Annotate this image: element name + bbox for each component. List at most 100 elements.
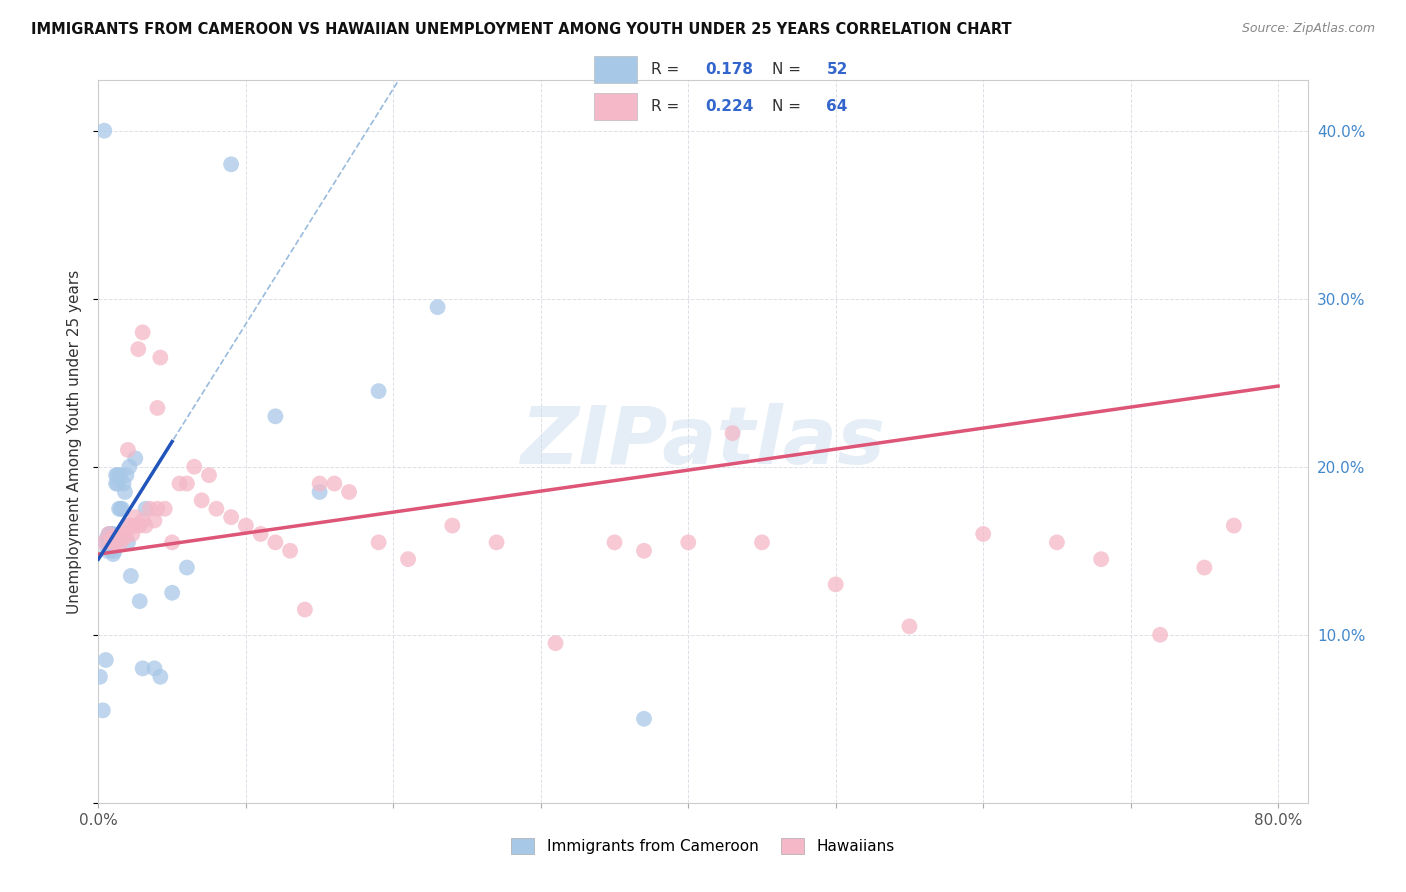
Point <box>98 527 121 541</box>
Point <box>112 527 135 541</box>
Point <box>120 569 142 583</box>
Point <box>105 468 128 483</box>
Point <box>98 535 121 549</box>
Point <box>124 518 146 533</box>
Point <box>100 535 122 549</box>
Point <box>117 518 139 533</box>
Point <box>235 518 257 533</box>
Point <box>426 300 449 314</box>
Point <box>219 510 242 524</box>
Point <box>105 535 128 549</box>
Point <box>972 527 994 541</box>
Legend: Immigrants from Cameroon, Hawaiians: Immigrants from Cameroon, Hawaiians <box>505 832 901 860</box>
Point <box>107 530 129 544</box>
Point <box>97 535 120 549</box>
Point <box>135 501 157 516</box>
Point <box>127 342 149 356</box>
Point <box>100 530 122 544</box>
Point <box>678 535 700 549</box>
Point <box>115 527 138 541</box>
Point <box>633 543 655 558</box>
Point <box>101 530 124 544</box>
Point <box>117 535 139 549</box>
Text: IMMIGRANTS FROM CAMEROON VS HAWAIIAN UNEMPLOYMENT AMONG YOUTH UNDER 25 YEARS COR: IMMIGRANTS FROM CAMEROON VS HAWAIIAN UNE… <box>31 22 1011 37</box>
Point <box>149 351 172 365</box>
Point <box>110 501 132 516</box>
Point <box>308 485 330 500</box>
Point <box>205 501 228 516</box>
Point <box>146 401 169 415</box>
Point <box>131 514 153 528</box>
Point <box>633 712 655 726</box>
Point <box>824 577 846 591</box>
Text: N =: N = <box>772 99 806 114</box>
Point <box>104 535 127 549</box>
Point <box>101 535 124 549</box>
Point <box>219 157 242 171</box>
Point <box>100 543 122 558</box>
Point <box>114 485 136 500</box>
Point <box>110 468 132 483</box>
Point <box>105 476 128 491</box>
Point <box>308 476 330 491</box>
Point <box>107 476 129 491</box>
Point <box>396 552 419 566</box>
Point <box>118 459 141 474</box>
Point <box>751 535 773 549</box>
Point <box>721 426 744 441</box>
Text: 52: 52 <box>827 62 848 77</box>
Point <box>98 530 121 544</box>
Text: ZIPatlas: ZIPatlas <box>520 402 886 481</box>
Point <box>94 535 117 549</box>
Point <box>143 661 166 675</box>
Point <box>153 501 176 516</box>
Point <box>117 442 139 457</box>
Point <box>1090 552 1112 566</box>
Point <box>108 501 131 516</box>
Point <box>104 543 127 558</box>
Point <box>135 518 157 533</box>
Point <box>121 527 143 541</box>
Point <box>111 501 134 516</box>
Point <box>544 636 567 650</box>
Point <box>101 527 124 541</box>
Point <box>441 518 464 533</box>
Point <box>183 459 205 474</box>
Text: 0.224: 0.224 <box>704 99 754 114</box>
Point <box>97 527 120 541</box>
Point <box>198 468 221 483</box>
Point <box>128 594 150 608</box>
Point <box>101 535 124 549</box>
Point <box>110 535 132 549</box>
Point <box>337 485 360 500</box>
Point <box>1046 535 1069 549</box>
Point <box>160 586 183 600</box>
Point <box>97 530 120 544</box>
Point <box>176 476 198 491</box>
Text: 0.178: 0.178 <box>704 62 754 77</box>
Point <box>96 530 118 544</box>
Point <box>169 476 191 491</box>
Point <box>101 547 124 561</box>
Point <box>1194 560 1216 574</box>
Point <box>124 451 146 466</box>
Point <box>603 535 626 549</box>
Text: Source: ZipAtlas.com: Source: ZipAtlas.com <box>1241 22 1375 36</box>
Point <box>124 510 146 524</box>
Bar <box>593 93 637 120</box>
Point <box>264 409 287 424</box>
Point <box>100 530 122 544</box>
Text: R =: R = <box>651 62 685 77</box>
Point <box>111 530 134 544</box>
Point <box>898 619 921 633</box>
Point <box>120 518 142 533</box>
Y-axis label: Unemployment Among Youth under 25 years: Unemployment Among Youth under 25 years <box>67 269 83 614</box>
Point <box>114 530 136 544</box>
Point <box>112 476 135 491</box>
Point <box>96 543 118 558</box>
Point <box>97 527 120 541</box>
Point <box>278 543 301 558</box>
Point <box>160 535 183 549</box>
Point <box>367 535 389 549</box>
Point <box>100 535 122 549</box>
